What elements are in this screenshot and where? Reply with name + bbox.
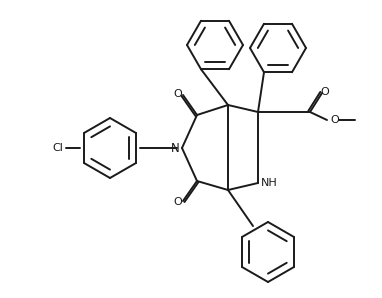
Text: O: O bbox=[174, 197, 182, 207]
Text: O: O bbox=[320, 87, 329, 97]
Text: NH: NH bbox=[261, 178, 277, 188]
Text: N: N bbox=[171, 142, 180, 154]
Text: Cl: Cl bbox=[53, 143, 63, 153]
Text: O: O bbox=[331, 115, 339, 125]
Text: O: O bbox=[174, 89, 182, 99]
